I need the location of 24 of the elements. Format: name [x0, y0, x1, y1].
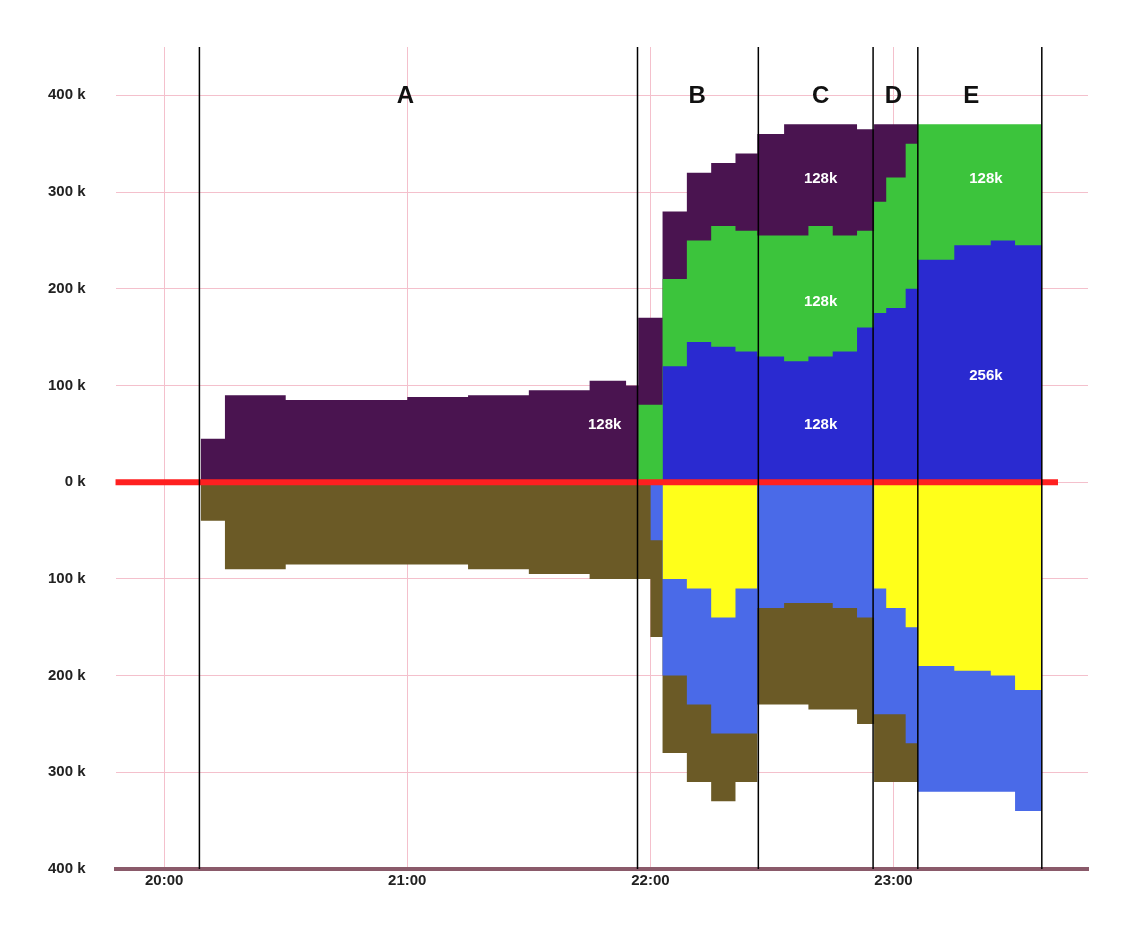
y-tick-label: 100 k [47, 569, 87, 587]
y-tick-label: 300 k [47, 182, 87, 200]
annotation: B [688, 80, 706, 108]
annotation: 128k [588, 415, 623, 433]
y-tick-label: 200 k [47, 665, 87, 683]
y-tick-label: 100 k [47, 375, 87, 393]
annotation: 128k [969, 168, 1004, 186]
x-tick-label: 23:00 [874, 871, 913, 889]
annotation: C [811, 80, 830, 108]
y-tick-label: 200 k [47, 278, 87, 296]
annotation: 128k [803, 168, 838, 186]
y-tick-label: 0 k [64, 472, 87, 490]
annotation: D [884, 80, 903, 108]
y-tick-label: 400 k [47, 85, 87, 103]
annotation: 128k [803, 415, 838, 433]
y-tick-label: 400 k [47, 859, 87, 877]
x-tick-label: 20:00 [144, 871, 184, 889]
y-tick-label: 300 k [47, 762, 87, 780]
x-tick-label: 21:00 [388, 871, 427, 889]
x-tick-label: 22:00 [631, 871, 670, 889]
annotation: 256k [969, 365, 1004, 383]
annotation: E [963, 80, 980, 108]
annotation: 128k [803, 291, 838, 309]
annotation: A [396, 80, 414, 108]
